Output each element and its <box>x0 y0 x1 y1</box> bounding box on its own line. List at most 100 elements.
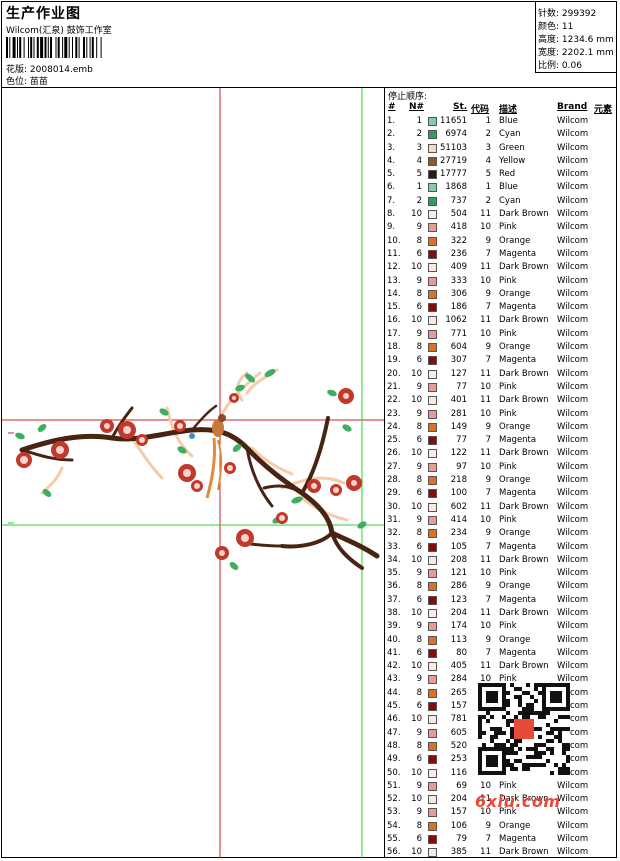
row-description: Magenta <box>499 355 537 366</box>
row-needle: 9 <box>416 275 422 286</box>
row-brand: Wilcom <box>557 780 589 791</box>
row-brand: Wilcom <box>557 235 589 246</box>
row-stitches: 236 <box>450 248 467 259</box>
color-swatch <box>428 608 437 618</box>
row-needle: 2 <box>416 129 422 140</box>
row-description: Magenta <box>499 435 537 446</box>
row-description: Dark Brown <box>499 368 549 379</box>
row-needle: 9 <box>416 807 422 818</box>
row-index: 1. <box>387 116 396 126</box>
row-description: Pink <box>499 621 517 632</box>
row-code: 11 <box>480 448 491 459</box>
color-swatch <box>428 515 437 525</box>
row-stitches: 322 <box>450 235 467 246</box>
row-brand: Wilcom <box>557 594 589 605</box>
row-stitches: 106 <box>450 820 467 831</box>
page-title: 生产作业图 <box>6 6 81 22</box>
row-brand: Wilcom <box>557 820 589 831</box>
table-row: 10. 8 322 9 Orange Wilcom <box>387 235 618 248</box>
row-description: Dark Brown <box>499 395 549 406</box>
main-branch <box>19 404 380 570</box>
row-stitches: 504 <box>450 209 467 220</box>
row-needle: 6 <box>416 248 422 259</box>
row-needle: 9 <box>416 408 422 419</box>
color-swatch <box>428 196 437 206</box>
row-needle: 10 <box>411 714 422 725</box>
color-swatch <box>428 768 437 778</box>
row-description: Orange <box>499 528 531 539</box>
table-row: 37. 6 123 7 Magenta Wilcom <box>387 594 618 607</box>
row-index: 44. <box>387 687 401 698</box>
color-swatch <box>428 582 437 592</box>
row-stitches: 174 <box>450 621 467 632</box>
row-index: 17. <box>387 328 401 339</box>
row-description: Orange <box>499 421 531 432</box>
row-description: Magenta <box>499 302 537 313</box>
row-code: 9 <box>485 528 491 539</box>
row-index: 47. <box>387 727 401 738</box>
row-description: Magenta <box>499 488 537 499</box>
row-stitches: 1062 <box>445 315 467 326</box>
row-code: 10 <box>480 328 491 339</box>
row-needle: 2 <box>416 195 422 206</box>
color-swatch <box>428 382 437 392</box>
row-index: 12. <box>387 262 401 273</box>
row-brand: Wilcom <box>557 381 589 392</box>
row-index: 26. <box>387 448 401 459</box>
col-header-needle: N# <box>409 102 425 112</box>
row-index: 34. <box>387 554 401 565</box>
color-swatch <box>428 343 437 353</box>
row-code: 7 <box>485 647 491 658</box>
row-stitches: 307 <box>450 355 467 366</box>
row-index: 50. <box>387 767 401 778</box>
table-row: 5. 5 17777 5 Red Wilcom <box>387 168 618 181</box>
design-file-value: 2008014.emb <box>29 65 93 75</box>
row-code: 9 <box>485 475 491 486</box>
row-description: Cyan <box>499 195 521 206</box>
row-stitches: 17777 <box>440 169 468 180</box>
row-description: Dark Brown <box>499 554 549 565</box>
table-row: 22. 10 401 11 Dark Brown Wilcom <box>387 394 618 407</box>
row-stitches: 113 <box>450 634 467 645</box>
row-brand: Wilcom <box>557 727 589 738</box>
row-stitches: 405 <box>450 661 467 672</box>
table-row: 7. 2 737 2 Cyan Wilcom <box>387 195 618 208</box>
color-swatch <box>428 396 437 406</box>
row-code: 11 <box>480 315 491 326</box>
row-code: 7 <box>485 435 491 446</box>
row-description: Dark Brown <box>499 209 549 220</box>
row-brand: Wilcom <box>557 621 589 632</box>
row-needle: 6 <box>416 541 422 552</box>
row-index: 7. <box>387 195 396 206</box>
color-swatch <box>428 249 437 259</box>
row-description: Orange <box>499 288 531 299</box>
row-index: 3. <box>387 142 396 153</box>
row-stitches: 11651 <box>440 116 468 126</box>
row-stitches: 6974 <box>445 129 467 140</box>
row-brand: Wilcom <box>557 155 589 166</box>
color-swatch <box>428 289 437 299</box>
row-needle: 6 <box>416 701 422 712</box>
color-swatch <box>428 595 437 605</box>
row-brand: Wilcom <box>557 740 589 751</box>
row-needle: 10 <box>411 368 422 379</box>
row-code: 11 <box>480 847 491 858</box>
color-position-line: 色位: 苗苗 <box>6 74 48 87</box>
table-row: 19. 6 307 7 Magenta Wilcom <box>387 354 618 367</box>
row-brand: Wilcom <box>557 568 589 579</box>
table-row: 39. 9 174 10 Pink Wilcom <box>387 620 618 633</box>
design-preview <box>2 88 384 858</box>
row-code: 10 <box>480 461 491 472</box>
leaf <box>232 444 242 452</box>
row-stitches: 306 <box>450 288 467 299</box>
color-swatch <box>428 462 437 472</box>
row-stitches: 186 <box>450 302 467 313</box>
row-needle: 6 <box>416 834 422 845</box>
row-index: 48. <box>387 740 401 751</box>
row-index: 15. <box>387 302 401 313</box>
row-index: 40. <box>387 634 401 645</box>
design-file-label: 花版: <box>6 65 28 75</box>
row-index: 32. <box>387 528 401 539</box>
row-stitches: 234 <box>450 528 467 539</box>
row-description: Orange <box>499 634 531 645</box>
